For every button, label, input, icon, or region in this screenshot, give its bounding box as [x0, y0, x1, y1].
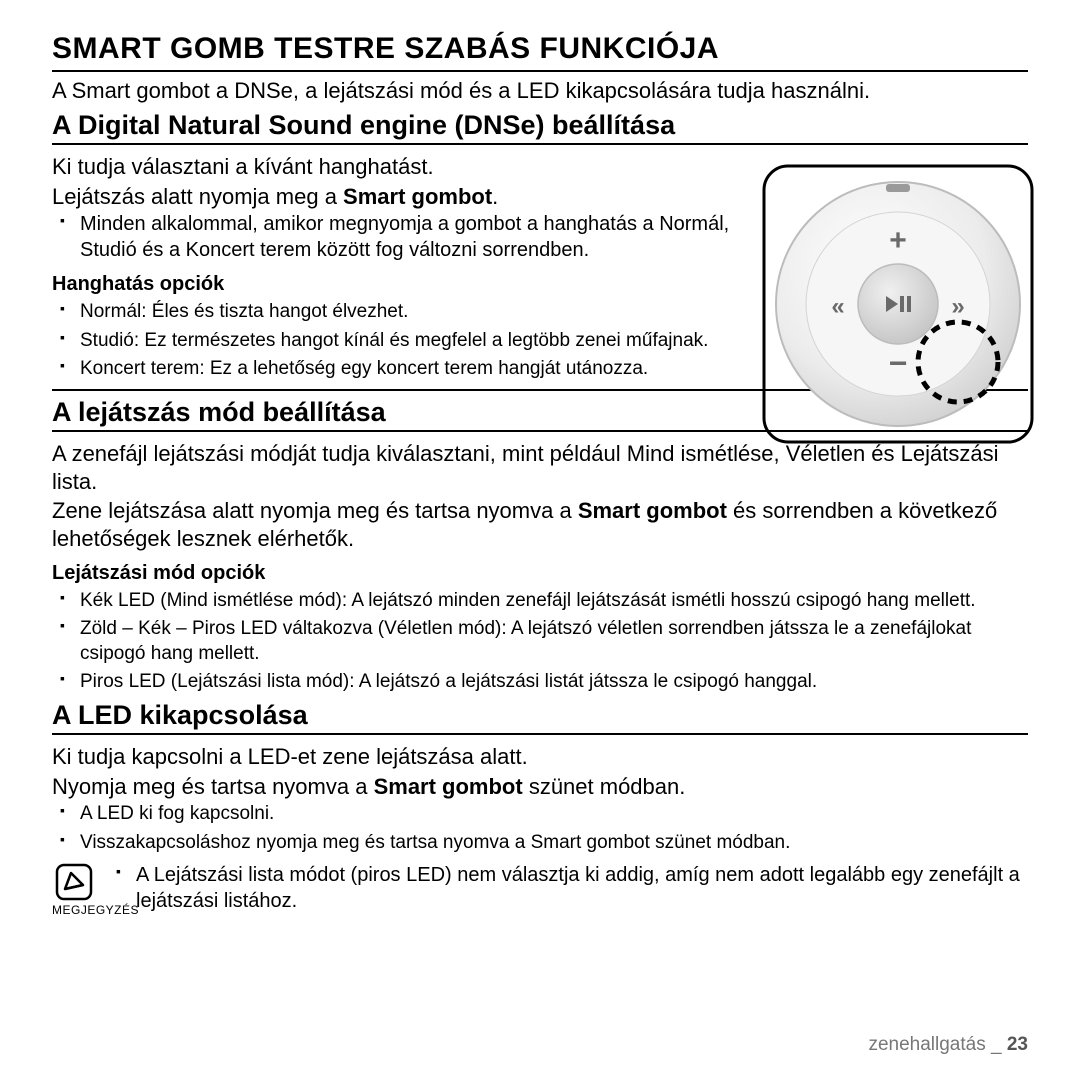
sec1-p2: Lejátszás alatt nyomja meg a Smart gombo…: [52, 183, 732, 211]
list-item: Kék LED (Mind ismétlése mód): A lejátszó…: [80, 589, 1028, 613]
sec3-options: A LED ki fog kapcsolni. Visszakapcsolásh…: [52, 802, 1028, 855]
list-item: Piros LED (Lejátszási lista mód): A lejá…: [80, 670, 1028, 694]
sec3-p2: Nyomja meg és tartsa nyomva a Smart gomb…: [52, 773, 1028, 801]
svg-text:»: »: [951, 293, 964, 320]
section-led: A LED kikapcsolása Ki tudja kapcsolni a …: [52, 700, 1028, 855]
list-item: Zöld – Kék – Piros LED váltakozva (Vélet…: [80, 617, 1028, 666]
sec1-list: Minden alkalommal, amikor megnyomja a go…: [52, 212, 732, 263]
list-item: Minden alkalommal, amikor megnyomja a go…: [80, 212, 732, 263]
list-item: A LED ki fog kapcsolni.: [80, 802, 1028, 826]
sec1-options: Normál: Éles és tiszta hangot élvezhet. …: [52, 300, 732, 381]
list-item: Visszakapcsoláshoz nyomja meg és tartsa …: [80, 831, 1028, 855]
sec1-subheading: Hanghatás opciók: [52, 273, 732, 296]
sec2-p1: A zenefájl lejátszási módját tudja kivál…: [52, 440, 1028, 495]
list-item: Normál: Éles és tiszta hangot élvezhet.: [80, 300, 732, 324]
section-dnse: A Digital Natural Sound engine (DNSe) be…: [52, 110, 1028, 381]
sec3-p1: Ki tudja kapcsolni a LED-et zene lejátsz…: [52, 743, 1028, 771]
note-list: A Lejátszási lista módot (piros LED) nem…: [108, 863, 1028, 914]
page-title: SMART GOMB TESTRE SZABÁS FUNKCIÓJA: [52, 32, 1028, 72]
device-illustration: + − « »: [762, 164, 1034, 444]
intro-text: A Smart gombot a DNSe, a lejátszási mód …: [52, 78, 1028, 104]
list-item: Koncert terem: Ez a lehetőség egy koncer…: [80, 357, 732, 381]
svg-text:«: «: [831, 293, 844, 320]
heading-led: A LED kikapcsolása: [52, 700, 1028, 735]
sec2-subheading: Lejátszási mód opciók: [52, 562, 1028, 585]
svg-text:−: −: [889, 345, 908, 381]
heading-dnse: A Digital Natural Sound engine (DNSe) be…: [52, 110, 1028, 145]
note-icon: MEGJEGYZÉS: [52, 863, 96, 917]
list-item: Studió: Ez természetes hangot kínál és m…: [80, 329, 732, 353]
sec1-p1: Ki tudja választani a kívánt hanghatást.: [52, 153, 732, 181]
sec2-options: Kék LED (Mind ismétlése mód): A lejátszó…: [52, 589, 1028, 694]
page-footer: zenehallgatás _ 23: [52, 1034, 1028, 1056]
note-label: MEGJEGYZÉS: [52, 903, 96, 917]
note-block: MEGJEGYZÉS A Lejátszási lista módot (pir…: [52, 863, 1028, 918]
list-item: A Lejátszási lista módot (piros LED) nem…: [136, 863, 1028, 914]
svg-text:+: +: [889, 224, 907, 257]
sec2-p2: Zene lejátszása alatt nyomja meg és tart…: [52, 497, 1028, 552]
footer-page: zenehallgatás _ 23: [868, 1034, 1028, 1056]
